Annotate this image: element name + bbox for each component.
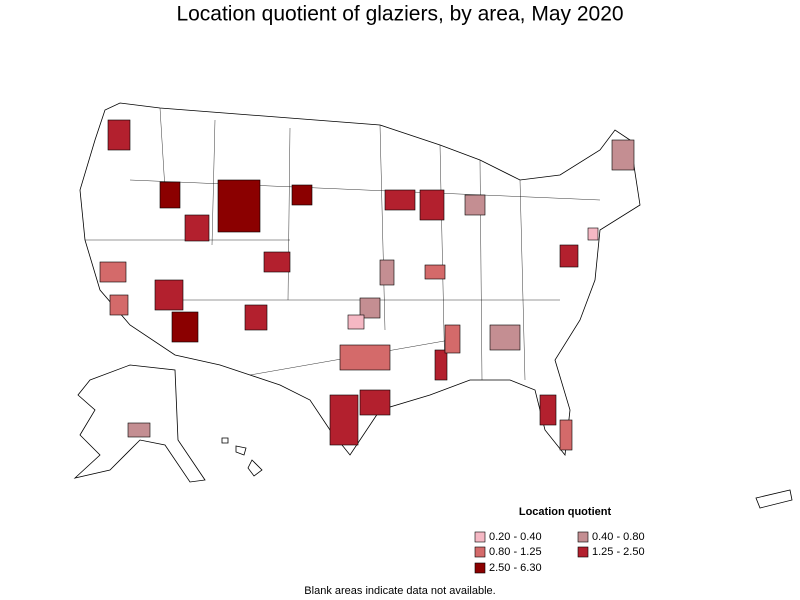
hawaii — [235, 445, 247, 456]
area — [419, 189, 445, 221]
area — [489, 324, 521, 351]
legend-swatch — [474, 531, 486, 543]
legend: Location quotient 0.20 - 0.40 0.40 - 0.80… — [474, 506, 645, 574]
area — [171, 311, 199, 343]
area — [329, 394, 359, 446]
legend-label: 0.20 - 0.40 — [489, 531, 542, 543]
area — [339, 344, 391, 371]
legend-swatch — [577, 546, 589, 558]
area — [464, 194, 486, 216]
area — [379, 259, 395, 286]
legend-swatch — [577, 531, 589, 543]
area — [611, 139, 635, 171]
area — [347, 314, 365, 330]
legend-label: 1.25 - 2.50 — [592, 546, 645, 558]
legend-swatch — [474, 562, 486, 574]
area — [99, 261, 127, 283]
area — [184, 214, 210, 242]
area — [291, 184, 313, 206]
area — [127, 422, 151, 438]
area — [244, 304, 268, 331]
area — [444, 324, 461, 354]
area — [559, 244, 579, 268]
area — [539, 394, 557, 426]
area — [359, 389, 391, 416]
hawaii — [247, 459, 263, 477]
area — [424, 264, 446, 280]
area — [217, 179, 261, 233]
area — [587, 227, 599, 241]
legend-title: Location quotient — [519, 506, 612, 518]
area — [384, 189, 416, 211]
area — [434, 349, 448, 381]
area — [107, 119, 131, 151]
map-title: Location quotient of glaziers, by area, … — [176, 3, 623, 26]
map — [73, 102, 793, 509]
area-patches — [99, 119, 635, 451]
area — [159, 181, 181, 209]
area — [154, 279, 184, 311]
area — [263, 251, 291, 273]
area — [359, 297, 381, 319]
footnote: Blank areas indicate data not available. — [304, 585, 495, 597]
legend-label: 0.80 - 1.25 — [489, 546, 542, 558]
puerto-rico — [755, 489, 793, 509]
legend-swatch — [474, 546, 486, 558]
legend-label: 2.50 - 6.30 — [489, 562, 542, 574]
area — [109, 294, 129, 316]
legend-label: 0.40 - 0.80 — [592, 531, 645, 543]
area — [559, 419, 573, 451]
hawaii — [221, 437, 229, 444]
